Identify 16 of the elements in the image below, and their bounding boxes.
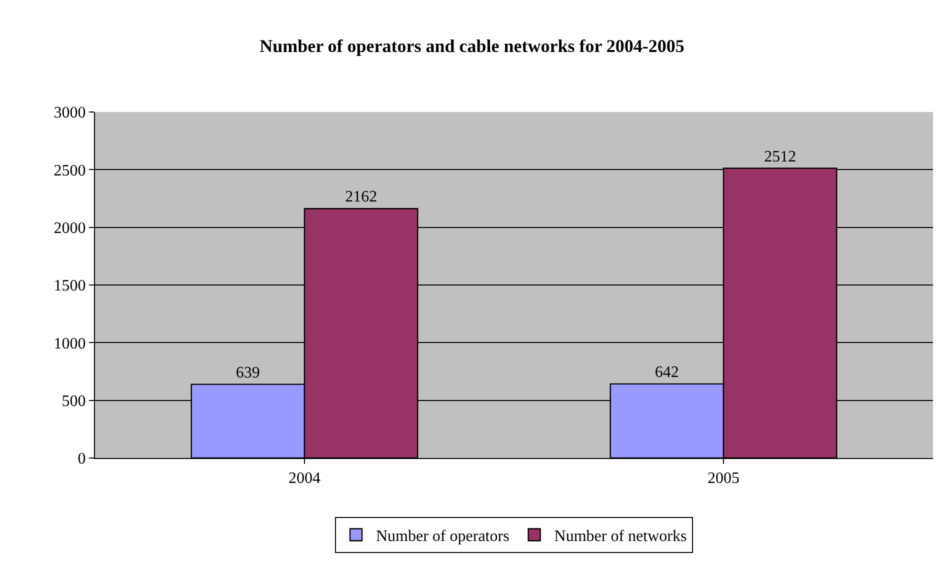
data-label: 2512 [764,148,796,166]
y-tick-label: 500 [62,392,86,410]
legend-label: Number of networks [554,528,687,545]
y-tick-label: 1000 [54,335,86,352]
data-label: 642 [654,364,679,381]
y-tick-label: 0 [78,450,86,468]
legend-label: Number of operators [376,528,510,545]
y-tick-label: 2500 [54,162,86,180]
x-tick-label: 2004 [288,470,320,488]
y-tick-label: 2000 [54,220,86,237]
data-label: 639 [236,364,260,382]
x-tick-label: 2005 [708,470,740,488]
data-label: 2162 [345,188,378,206]
y-tick-label: 1500 [54,278,86,295]
chart-title: Number of operators and cable networks for 2004-2005 [260,36,684,56]
y-tick-label: 3000 [54,104,86,122]
